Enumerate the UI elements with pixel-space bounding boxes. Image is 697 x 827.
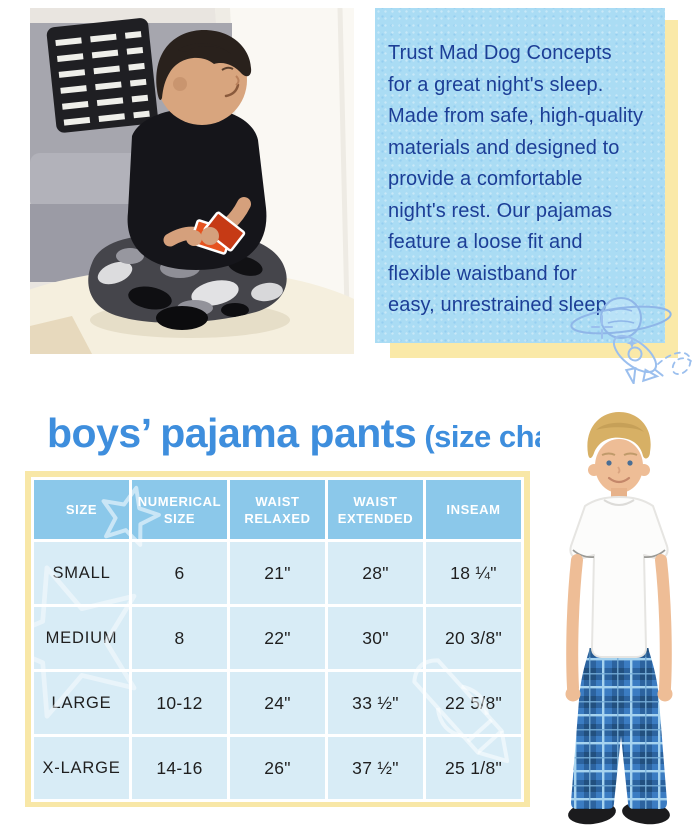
cell: 14-16 xyxy=(129,734,230,802)
cell: 30" xyxy=(325,604,426,672)
standing-boy-illustration xyxy=(540,400,697,827)
photo-boy-standing xyxy=(540,400,697,827)
cell: MEDIUM xyxy=(31,604,132,672)
cell: 33 ½" xyxy=(325,669,426,737)
cell: 10-12 xyxy=(129,669,230,737)
cell: 24" xyxy=(227,669,328,737)
table-row: X-LARGE 14-16 26" 37 ½" 25 1/8" xyxy=(31,734,524,802)
cell: X-LARGE xyxy=(31,734,132,802)
size-chart: SIZE NUMERICAL SIZE WAIST RELAXED WAIST … xyxy=(25,471,530,807)
info-text: Trust Mad Dog Concepts for a great night… xyxy=(388,42,644,316)
cell: SMALL xyxy=(31,539,132,607)
photo-boy-sitting xyxy=(30,8,354,354)
table-row: SMALL 6 21" 28" 18 ¼" xyxy=(31,539,524,607)
table-row: MEDIUM 8 22" 30" 20 3/8" xyxy=(31,604,524,672)
cell: 26" xyxy=(227,734,328,802)
sitting-boy-illustration xyxy=(30,8,354,354)
col-inseam: INSEAM xyxy=(423,477,524,542)
cell: 37 ½" xyxy=(325,734,426,802)
cell: 22" xyxy=(227,604,328,672)
col-numerical-size: NUMERICAL SIZE xyxy=(129,477,230,542)
cell: 18 ¼" xyxy=(423,539,524,607)
table-row: LARGE 10-12 24" 33 ½" 22 5/8" xyxy=(31,669,524,737)
cell: LARGE xyxy=(31,669,132,737)
cell: 25 1/8" xyxy=(423,734,524,802)
col-waist-relaxed: WAIST RELAXED xyxy=(227,477,328,542)
cell: 8 xyxy=(129,604,230,672)
title-main: boys’ pajama pants xyxy=(47,410,417,456)
col-size: SIZE xyxy=(31,477,132,542)
size-chart-table: SIZE NUMERICAL SIZE WAIST RELAXED WAIST … xyxy=(31,477,524,802)
cell: 22 5/8" xyxy=(423,669,524,737)
cell: 20 3/8" xyxy=(423,604,524,672)
cell: 6 xyxy=(129,539,230,607)
page-title: boys’ pajama pants (size chart) xyxy=(47,410,583,457)
cell: 28" xyxy=(325,539,426,607)
col-waist-extended: WAIST EXTENDED xyxy=(325,477,426,542)
cell: 21" xyxy=(227,539,328,607)
table-header-row: SIZE NUMERICAL SIZE WAIST RELAXED WAIST … xyxy=(31,477,524,542)
info-box: Trust Mad Dog Concepts for a great night… xyxy=(375,8,665,343)
